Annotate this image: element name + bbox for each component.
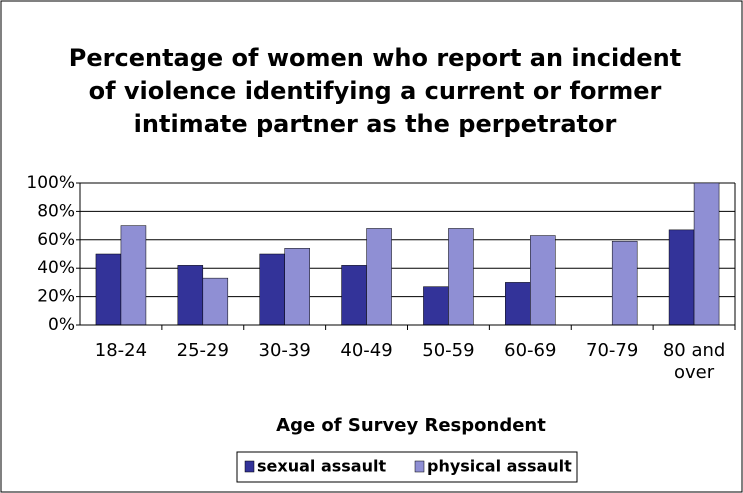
x-tick-label: 60-69	[504, 340, 557, 361]
legend-swatch	[244, 460, 255, 473]
x-tick-label-box: 18-24	[94, 340, 148, 361]
y-tick-label: 20%	[37, 287, 75, 307]
legend-swatch	[414, 460, 425, 473]
title-box: Percentage of women who report an incide…	[68, 44, 682, 138]
bar	[693, 182, 720, 326]
x-tick-label: 30-39	[258, 340, 311, 361]
chart-title: Percentage of women who report an incide…	[68, 44, 682, 138]
y-tick-label: 80%	[37, 201, 75, 221]
bar	[177, 265, 204, 326]
bar	[423, 286, 449, 326]
x-tick-label-box: 60-69	[504, 340, 557, 361]
x-tick-label: 40-49	[340, 340, 393, 361]
bar	[505, 282, 531, 326]
x-tick-label-box: 40-49	[340, 340, 393, 361]
legend-label: sexual assault	[257, 457, 386, 476]
x-tick-label: 25-29	[176, 340, 229, 361]
legend-label: physical assault	[427, 457, 572, 476]
y-tick-label: 40%	[37, 258, 75, 278]
x-tick-label-box: 30-39	[258, 340, 311, 361]
y-tick-label: 100%	[26, 173, 75, 193]
bar	[530, 235, 556, 326]
bar	[341, 265, 367, 326]
bar	[611, 240, 638, 326]
bar	[120, 225, 147, 326]
bar	[202, 277, 229, 326]
x-axis-title: Age of Survey Respondent	[276, 415, 546, 436]
x-tick-label-box: 70-79	[586, 340, 639, 361]
x-tick-label: 50-59	[422, 340, 475, 361]
x-tick-label-box: 50-59	[422, 340, 475, 361]
x-tick-label: 18-24	[94, 340, 148, 361]
bar	[284, 248, 310, 326]
bar	[366, 228, 392, 326]
bar	[95, 253, 122, 326]
bar	[259, 253, 285, 326]
x-tick-label-box: 25-29	[176, 340, 229, 361]
y-tick-label: 60%	[37, 230, 75, 250]
x-tick-label-box: 80 and over	[662, 340, 726, 383]
y-tick-label: 0%	[48, 315, 75, 335]
x-tick-label: 70-79	[586, 340, 639, 361]
bar	[448, 228, 474, 326]
x-tick-label: 80 and over	[662, 340, 726, 383]
bar	[668, 229, 695, 326]
legend-box	[236, 451, 578, 483]
